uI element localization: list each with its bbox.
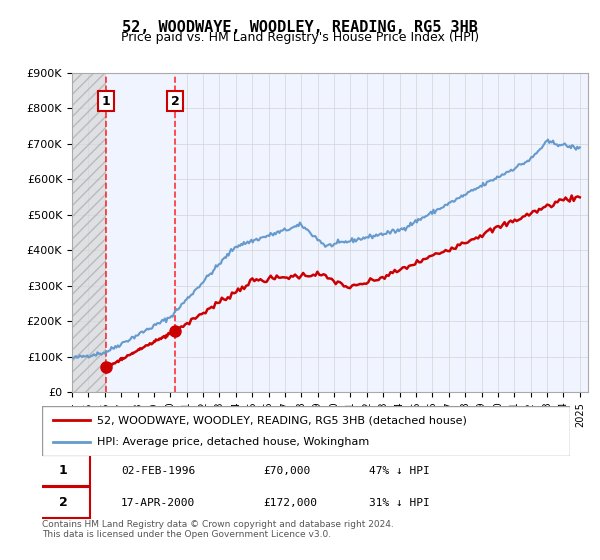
Text: 02-FEB-1996: 02-FEB-1996 [121,465,196,475]
Bar [72,73,106,392]
Bar [106,73,175,392]
Text: 2: 2 [170,95,179,108]
FancyBboxPatch shape [37,455,89,486]
Text: £70,000: £70,000 [264,465,311,475]
Text: HPI: Average price, detached house, Wokingham: HPI: Average price, detached house, Woki… [97,437,370,447]
Text: 52, WOODWAYE, WOODLEY, READING, RG5 3HB (detached house): 52, WOODWAYE, WOODLEY, READING, RG5 3HB … [97,415,467,425]
Text: 1: 1 [102,95,110,108]
Text: 31% ↓ HPI: 31% ↓ HPI [370,498,430,508]
Text: £172,000: £172,000 [264,498,318,508]
Text: 2: 2 [59,496,67,509]
Text: Price paid vs. HM Land Registry's House Price Index (HPI): Price paid vs. HM Land Registry's House … [121,31,479,44]
Text: Contains HM Land Registry data © Crown copyright and database right 2024.
This d: Contains HM Land Registry data © Crown c… [42,520,394,539]
FancyBboxPatch shape [37,487,89,518]
Text: 47% ↓ HPI: 47% ↓ HPI [370,465,430,475]
FancyBboxPatch shape [42,406,570,456]
Text: 1: 1 [59,464,67,477]
Text: 52, WOODWAYE, WOODLEY, READING, RG5 3HB: 52, WOODWAYE, WOODLEY, READING, RG5 3HB [122,20,478,35]
Text: 17-APR-2000: 17-APR-2000 [121,498,196,508]
